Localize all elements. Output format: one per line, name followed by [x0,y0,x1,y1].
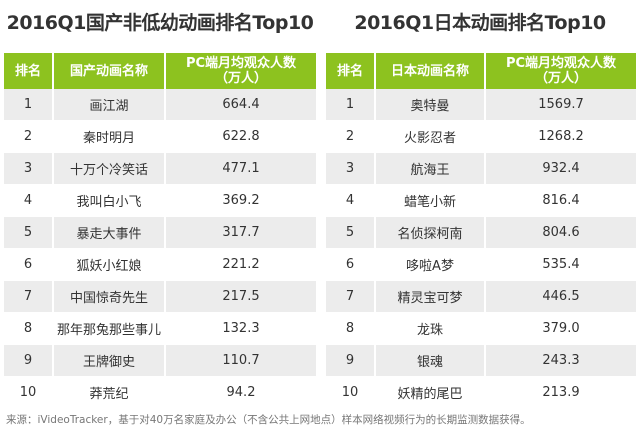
rank-cell: 8 [4,313,52,345]
rank-cell: 5 [4,217,52,249]
title-cell: 龙珠 [376,313,484,345]
rank-cell: 4 [326,185,374,217]
table-row: 6 哆啦A梦 535.4 [326,249,636,281]
rank-cell: 10 [4,377,52,409]
table-row: 4 我叫白小飞 369.2 [4,185,316,217]
title-cell: 王牌御史 [54,345,164,377]
table-row: 7 中国惊奇先生 217.5 [4,281,316,313]
rank-header: 排名 [4,53,52,89]
domestic-ranking-table: 排名 国产动画名称 PC端月均观众人数 （万人） 1 画江湖 664.4 2 秦时明月 62… [2,53,318,409]
table-row: 4 蜡笔小新 816.4 [326,185,636,217]
viewers-header: PC端月均观众人数 （万人） [166,53,316,89]
viewers-cell: 94.2 [166,377,316,409]
viewers-cell: 816.4 [486,185,636,217]
rank-cell: 6 [4,249,52,281]
viewers-cell: 110.7 [166,345,316,377]
title-cell: 中国惊奇先生 [54,281,164,313]
viewers-cell: 535.4 [486,249,636,281]
table-row: 1 画江湖 664.4 [4,89,316,121]
title-cell: 我叫白小飞 [54,185,164,217]
viewers-cell: 132.3 [166,313,316,345]
table-row: 10 妖精的尾巴 213.9 [326,377,636,409]
table-row: 2 秦时明月 622.8 [4,121,316,153]
rank-cell: 4 [4,185,52,217]
table-row: 9 银魂 243.3 [326,345,636,377]
title-cell: 那年那兔那些事儿 [54,313,164,345]
viewers-header: PC端月均观众人数 （万人） [486,53,636,89]
table-row: 3 十万个冷笑话 477.1 [4,153,316,185]
viewers-cell: 1569.7 [486,89,636,121]
viewers-cell: 369.2 [166,185,316,217]
rank-header: 排名 [326,53,374,89]
source-note: 来源：iVideoTracker，基于对40万名家庭及办公（不含公共上网地点）样… [6,414,531,426]
title-cell: 奥特曼 [376,89,484,121]
name-header: 日本动画名称 [376,53,484,89]
title-cell: 暴走大事件 [54,217,164,249]
title-cell: 火影忍者 [376,121,484,153]
table-row: 6 狐妖小红娘 221.2 [4,249,316,281]
title-cell: 蜡笔小新 [376,185,484,217]
table-row: 2 火影忍者 1268.2 [326,121,636,153]
viewers-cell: 477.1 [166,153,316,185]
rank-cell: 9 [326,345,374,377]
rank-cell: 5 [326,217,374,249]
viewers-cell: 932.4 [486,153,636,185]
viewers-cell: 622.8 [166,121,316,153]
table-row: 5 暴走大事件 317.7 [4,217,316,249]
japanese-ranking-table: 排名 日本动画名称 PC端月均观众人数 （万人） 1 奥特曼 1569.7 2 火影忍者 1… [324,53,638,409]
rank-cell: 1 [326,89,374,121]
rank-cell: 1 [4,89,52,121]
right-table-title: 2016Q1日本动画排名Top10 [354,12,606,34]
table-row: 7 精灵宝可梦 446.5 [326,281,636,313]
viewers-cell: 664.4 [166,89,316,121]
rank-cell: 2 [326,121,374,153]
viewers-cell: 221.2 [166,249,316,281]
title-cell: 哆啦A梦 [376,249,484,281]
table-row: 10 莽荒纪 94.2 [4,377,316,409]
table-row: 3 航海王 932.4 [326,153,636,185]
table-row: 5 名侦探柯南 804.6 [326,217,636,249]
rank-cell: 3 [326,153,374,185]
viewers-cell: 317.7 [166,217,316,249]
rank-cell: 10 [326,377,374,409]
name-header: 国产动画名称 [54,53,164,89]
viewers-cell: 243.3 [486,345,636,377]
title-cell: 十万个冷笑话 [54,153,164,185]
rank-cell: 2 [4,121,52,153]
rank-cell: 3 [4,153,52,185]
title-cell: 名侦探柯南 [376,217,484,249]
title-cell: 画江湖 [54,89,164,121]
viewers-cell: 804.6 [486,217,636,249]
table-row: 9 王牌御史 110.7 [4,345,316,377]
title-cell: 秦时明月 [54,121,164,153]
title-cell: 狐妖小红娘 [54,249,164,281]
viewers-cell: 446.5 [486,281,636,313]
title-cell: 精灵宝可梦 [376,281,484,313]
viewers-cell: 213.9 [486,377,636,409]
viewers-cell: 379.0 [486,313,636,345]
title-cell: 银魂 [376,345,484,377]
table-row: 8 龙珠 379.0 [326,313,636,345]
table-row: 8 那年那兔那些事儿 132.3 [4,313,316,345]
left-table-title: 2016Q1国产非低幼动画排名Top10 [6,12,314,34]
table-row: 1 奥特曼 1569.7 [326,89,636,121]
rank-cell: 6 [326,249,374,281]
rank-cell: 7 [4,281,52,313]
viewers-cell: 1268.2 [486,121,636,153]
rank-cell: 9 [4,345,52,377]
title-cell: 航海王 [376,153,484,185]
title-cell: 妖精的尾巴 [376,377,484,409]
rank-cell: 8 [326,313,374,345]
rank-cell: 7 [326,281,374,313]
viewers-cell: 217.5 [166,281,316,313]
title-cell: 莽荒纪 [54,377,164,409]
